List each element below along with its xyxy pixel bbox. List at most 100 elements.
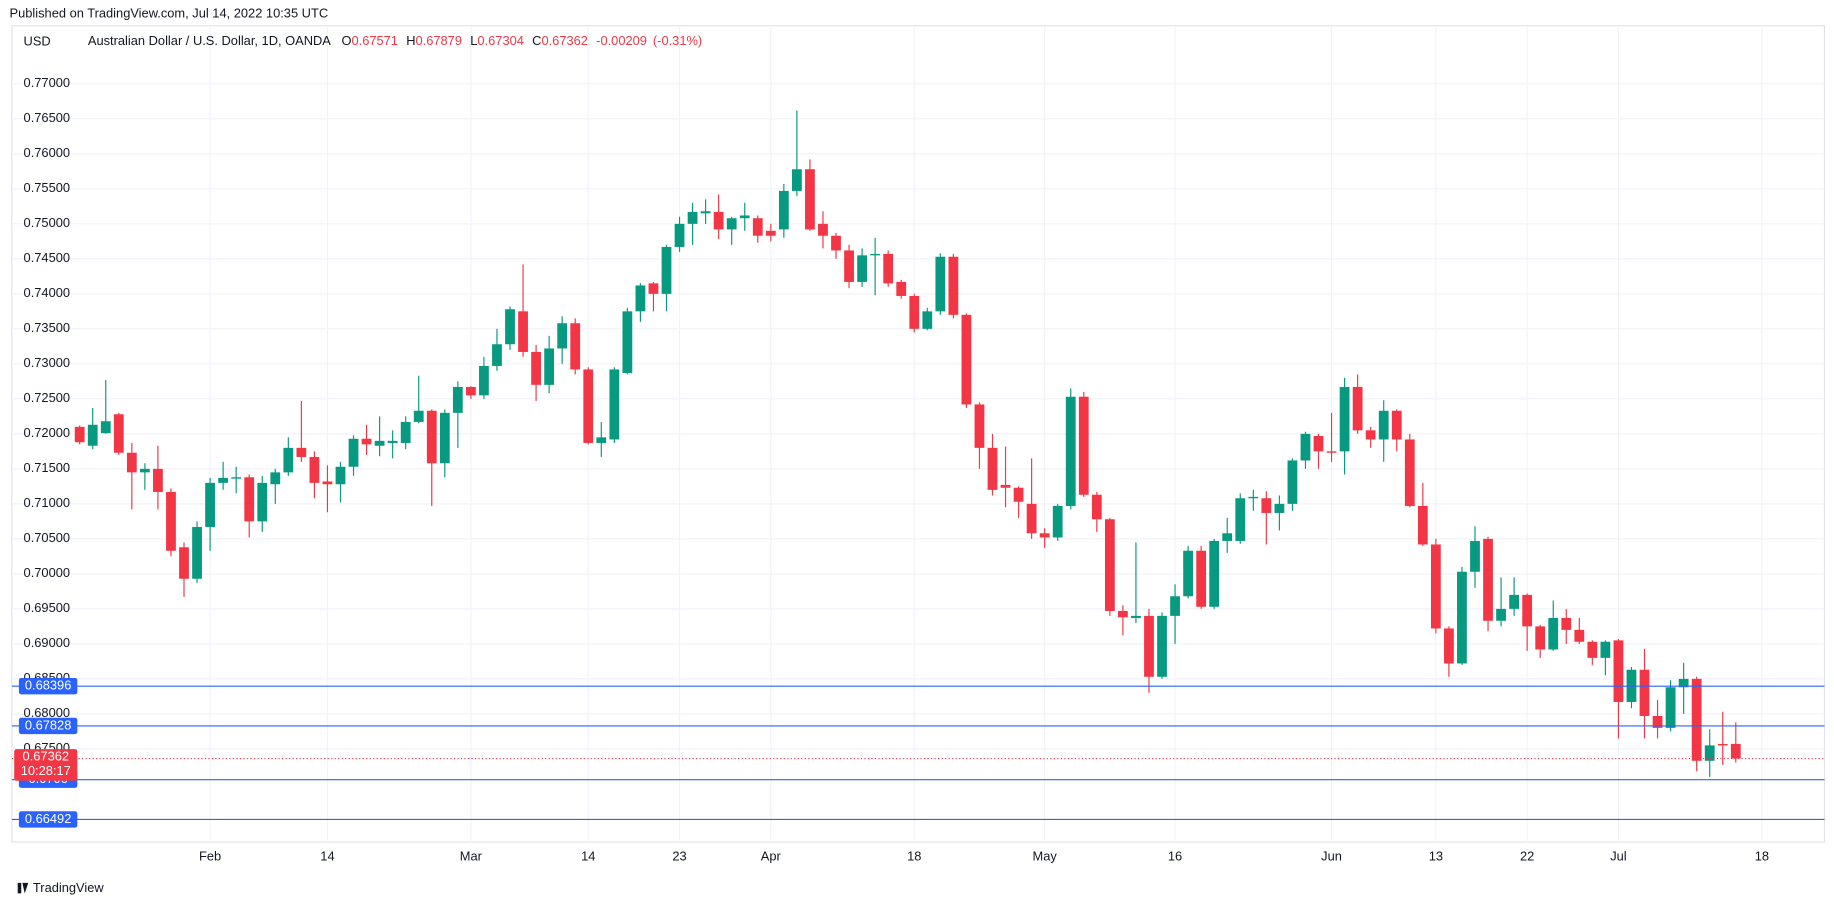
candle-body <box>1313 435 1324 452</box>
candle-body <box>909 295 920 329</box>
candle-body <box>544 348 555 385</box>
candle-body <box>1678 678 1689 688</box>
y-tick-label: 0.69500 <box>24 600 70 615</box>
candle-body <box>1261 498 1272 513</box>
candle-body <box>1065 396 1076 506</box>
currency-label: USD <box>24 33 51 48</box>
y-tick-label: 0.75000 <box>24 215 70 230</box>
candle-body <box>818 223 828 236</box>
candle-body <box>1613 640 1624 702</box>
candle-body <box>518 311 528 352</box>
candle-body <box>1248 496 1259 499</box>
low-label: L <box>470 33 477 48</box>
x-tick-label: 16 <box>1168 849 1182 864</box>
candle-body <box>1091 494 1102 520</box>
candle-body <box>1535 626 1546 650</box>
candle-body <box>1665 687 1676 728</box>
candle-body <box>1339 386 1350 452</box>
candle-body <box>179 547 189 579</box>
candle-body <box>531 351 541 385</box>
candle-body <box>1574 629 1585 642</box>
candle-body <box>1483 538 1493 621</box>
candle-body <box>1013 487 1024 502</box>
change-pct: (-0.31%) <box>653 33 702 48</box>
x-tick-label: May <box>1033 849 1058 864</box>
candle-body <box>922 311 933 329</box>
y-tick-label: 0.75500 <box>24 180 70 195</box>
y-tick-label: 0.73000 <box>24 355 70 370</box>
candle-body <box>896 281 907 296</box>
candle-body <box>257 482 268 522</box>
candle-body <box>557 323 568 349</box>
candle-body <box>1052 505 1063 538</box>
last-price-label: 0.67362 <box>23 749 69 764</box>
level-label: 0.68396 <box>25 678 71 693</box>
x-tick-label: Apr <box>761 849 782 864</box>
candle-body <box>596 437 607 443</box>
candle-body <box>505 309 515 345</box>
candle-body <box>870 253 881 256</box>
candle-body <box>1274 503 1285 513</box>
open-value: 0.67571 <box>351 33 397 48</box>
y-tick-label: 0.71000 <box>24 495 70 510</box>
high-label: H <box>406 33 415 48</box>
candle-body <box>244 477 255 522</box>
y-tick-label: 0.76500 <box>24 110 70 125</box>
y-tick-label: 0.69000 <box>24 635 70 650</box>
x-tick-label: 18 <box>907 849 921 864</box>
candle-body <box>126 452 137 473</box>
candle-body <box>1183 550 1193 597</box>
candle-body <box>1470 540 1480 572</box>
candle-body <box>348 438 359 467</box>
candle-body <box>765 230 776 236</box>
open-label: O <box>341 33 351 48</box>
last-price-bg <box>14 749 78 781</box>
candle-body <box>1209 540 1220 607</box>
candle-body <box>492 344 502 366</box>
candle-body <box>831 235 841 251</box>
candle-body <box>1300 433 1311 461</box>
candle-body <box>570 323 581 370</box>
x-tick-label: Jul <box>1610 849 1626 864</box>
candle-body <box>100 421 111 434</box>
y-tick-label: 0.70000 <box>24 565 70 580</box>
candle-body <box>1600 641 1611 658</box>
candle-body <box>153 468 163 492</box>
x-tick-label: 22 <box>1520 849 1534 864</box>
candle-body <box>452 386 463 413</box>
candle-body <box>1417 505 1428 545</box>
candle-body <box>218 477 229 483</box>
high-value: 0.67879 <box>416 33 462 48</box>
candle-body <box>166 491 176 551</box>
footer-logo: TradingView <box>9 880 104 895</box>
x-tick-label: 13 <box>1429 849 1443 864</box>
candle-body <box>987 447 998 490</box>
candle-body <box>1378 410 1389 440</box>
candle-body <box>1131 615 1141 618</box>
candle-body <box>1287 460 1298 504</box>
x-tick-label: 18 <box>1755 849 1769 864</box>
candle-body <box>961 314 972 405</box>
y-tick-label: 0.70500 <box>24 530 70 545</box>
candle-body <box>1509 594 1519 609</box>
candle-body <box>361 438 372 445</box>
logo-icon <box>9 882 29 894</box>
x-tick-label: Mar <box>460 849 483 864</box>
candle-body <box>726 218 737 230</box>
candle-body <box>465 386 476 396</box>
candle-body <box>1078 396 1089 495</box>
x-tick-label: Jun <box>1321 849 1342 864</box>
candle-body <box>192 526 202 579</box>
candle-body <box>778 190 789 230</box>
footer-brand: TradingView <box>33 880 104 895</box>
candle-body <box>400 421 411 443</box>
candle-body <box>1457 571 1467 664</box>
y-tick-label: 0.74500 <box>24 250 70 265</box>
candle-body <box>974 404 985 448</box>
candle-body <box>935 256 946 312</box>
candle-body <box>1118 610 1128 618</box>
change: -0.00209 <box>596 33 647 48</box>
candle-body <box>713 211 724 230</box>
candle-body <box>1730 743 1741 759</box>
